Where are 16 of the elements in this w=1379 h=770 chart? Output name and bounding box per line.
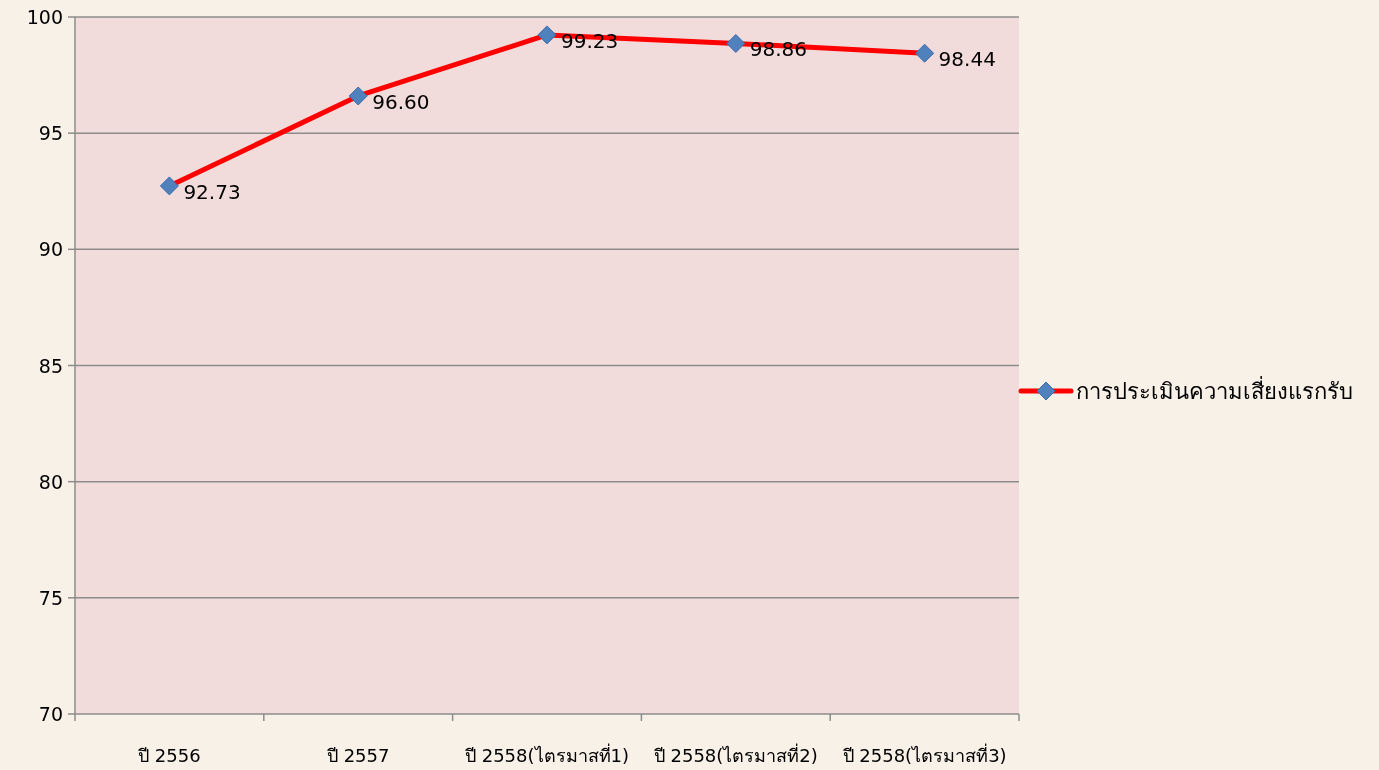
- y-tick-label: 100: [26, 6, 63, 28]
- x-tick-label: ปี 2556: [138, 745, 201, 766]
- y-tick-label: 95: [38, 122, 63, 145]
- y-tick-label: 85: [38, 354, 63, 377]
- x-tick-label: ปี 2558(ไตรมาสที่3): [842, 743, 1007, 766]
- legend-label: การประเมินความเสี่ยงแรกรับ: [1076, 376, 1353, 404]
- y-tick-label: 80: [38, 470, 63, 493]
- data-label: 98.44: [938, 47, 996, 72]
- x-tick-label: ปี 2558(ไตรมาสที่2): [653, 743, 818, 766]
- data-label: 92.73: [183, 179, 241, 204]
- x-tick-label: ปี 2558(ไตรมาสที่1): [464, 743, 630, 766]
- data-label: 96.60: [372, 89, 430, 114]
- y-tick-label: 75: [38, 586, 63, 609]
- x-tick-label: ปี 2557: [326, 745, 390, 766]
- y-tick-label: 70: [38, 703, 63, 725]
- y-tick-label: 90: [38, 238, 63, 261]
